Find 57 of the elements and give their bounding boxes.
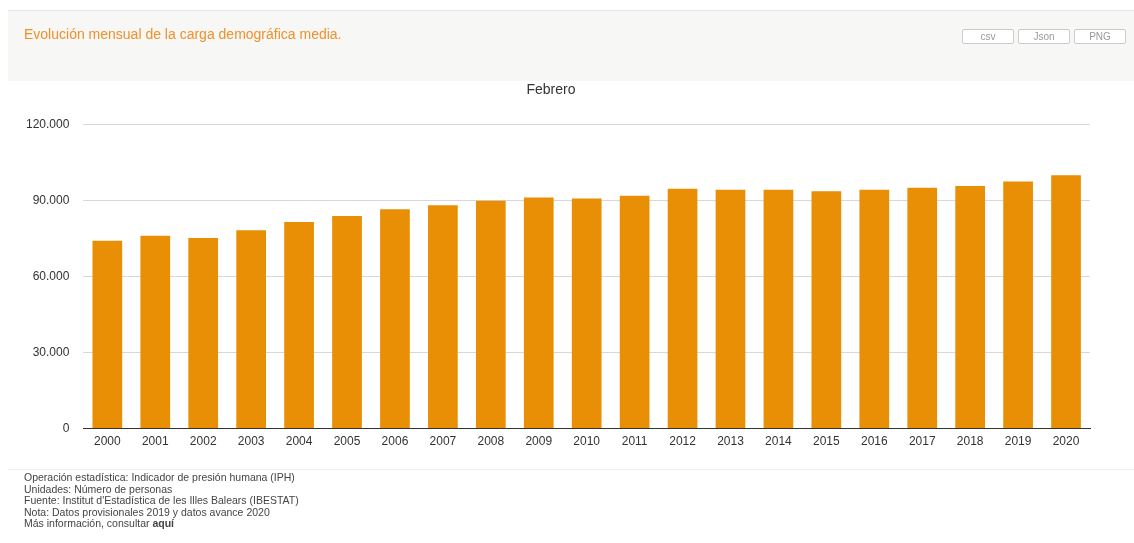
x-tick-label: 2016 (860, 434, 888, 449)
x-tick-label: 2008 (477, 434, 505, 449)
bar (523, 197, 554, 429)
x-tick-label: 2004 (285, 434, 313, 449)
source-note: Fuente: Institut d'Estadística de les Illes Balears (IBESTAT) (24, 494, 300, 507)
x-tick-label: 2011 (621, 434, 648, 449)
bar (763, 189, 794, 429)
x-tick-label: 2013 (717, 434, 745, 449)
bar (236, 230, 267, 429)
text: Operación estadística: Indicador de presión humana (IPH) (24, 471, 296, 484)
bar (284, 222, 314, 429)
bar (1051, 175, 1081, 429)
x-tick-label: 2018 (956, 434, 984, 449)
text: PNG (1074, 29, 1126, 44)
x-tick-label: 2007 (429, 434, 457, 449)
x-tick-label: 2010 (573, 434, 601, 449)
bar (140, 235, 171, 429)
bar (1003, 181, 1033, 429)
bar (811, 191, 842, 429)
bar (475, 200, 506, 429)
bar (715, 189, 746, 429)
x-tick-label: 2012 (669, 434, 697, 449)
text: Nota: Datos provisionales 2019 y datos avance 2020 (24, 505, 270, 518)
bar (428, 205, 458, 429)
chart-title: Evolución mensual de la carga demográfica media. (24, 26, 342, 42)
x-tick-label: 2000 (93, 434, 122, 449)
text: Unidades: Número de personas (24, 482, 174, 495)
bar (571, 198, 602, 429)
y-tick-label: 30.000 (32, 344, 70, 359)
y-tick-label: 0 (62, 420, 70, 435)
text: csv (962, 29, 1014, 44)
bar (92, 240, 123, 429)
y-tick-label: 120.000 (25, 117, 70, 132)
bar (859, 189, 890, 429)
x-tick-label: 2003 (237, 434, 265, 449)
x-tick-label: 2015 (813, 434, 841, 449)
x-tick-label: 2006 (381, 434, 409, 449)
bar (188, 237, 219, 429)
x-tick-label: 2019 (1004, 434, 1032, 449)
bar (332, 215, 362, 429)
y-tick-label: 90.000 (32, 193, 70, 208)
text: Más información, consultar aquí (24, 517, 174, 530)
bar (907, 187, 938, 429)
x-tick-label: 2014 (765, 434, 793, 449)
x-tick-label: 2002 (189, 434, 217, 449)
chart-subtitle: Febrero (526, 81, 576, 98)
bar (667, 188, 698, 429)
text: Json (1018, 29, 1070, 44)
bar (380, 209, 410, 429)
x-tick-label: 2009 (525, 434, 553, 449)
bar (619, 195, 650, 429)
y-tick-label: 60.000 (32, 269, 70, 284)
x-tick-label: 2001 (141, 434, 169, 449)
x-tick-label: 2005 (333, 434, 361, 449)
x-tick-label: 2017 (908, 434, 936, 449)
x-tick-label: 2020 (1052, 434, 1080, 449)
bar (955, 186, 986, 429)
